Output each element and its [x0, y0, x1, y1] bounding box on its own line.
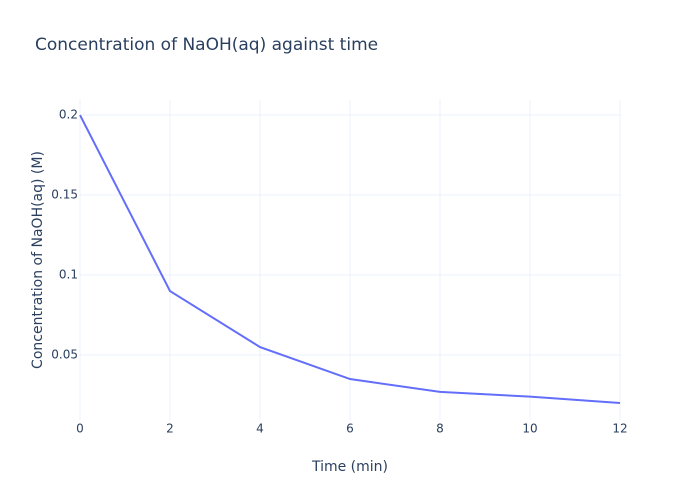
x-tick-label: 0	[76, 422, 84, 436]
x-tick-label: 10	[522, 422, 537, 436]
y-tick-label: 0.1	[59, 268, 78, 282]
data-line	[79, 114, 621, 405]
x-tick-label: 12	[612, 422, 627, 436]
y-tick-label: 0.2	[59, 108, 78, 122]
x-tick-label: 8	[436, 422, 444, 436]
x-tick-label: 4	[256, 422, 264, 436]
chart-title: Concentration of NaOH(aq) against time	[35, 35, 378, 55]
y-axis-label: Concentration of NaOH(aq) (M)	[30, 151, 46, 369]
x-tick-label: 2	[166, 422, 174, 436]
y-tick-label: 0.15	[51, 188, 78, 202]
y-tick-label: 0.05	[51, 348, 78, 362]
x-axis-label: Time (min)	[311, 459, 388, 475]
x-tick-label: 6	[346, 422, 354, 436]
